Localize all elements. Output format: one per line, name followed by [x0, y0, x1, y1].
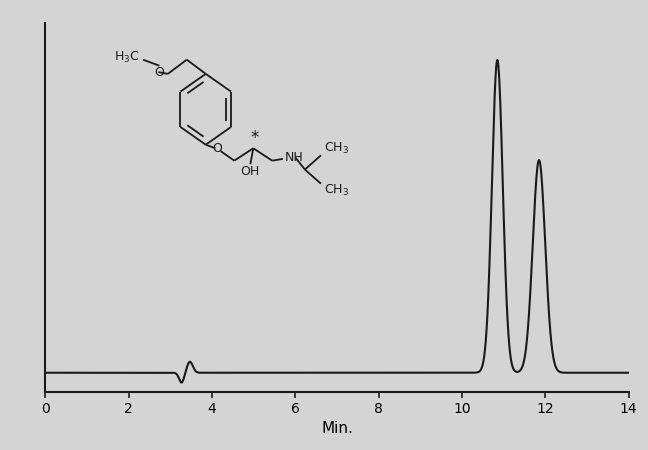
- X-axis label: Min.: Min.: [321, 422, 353, 436]
